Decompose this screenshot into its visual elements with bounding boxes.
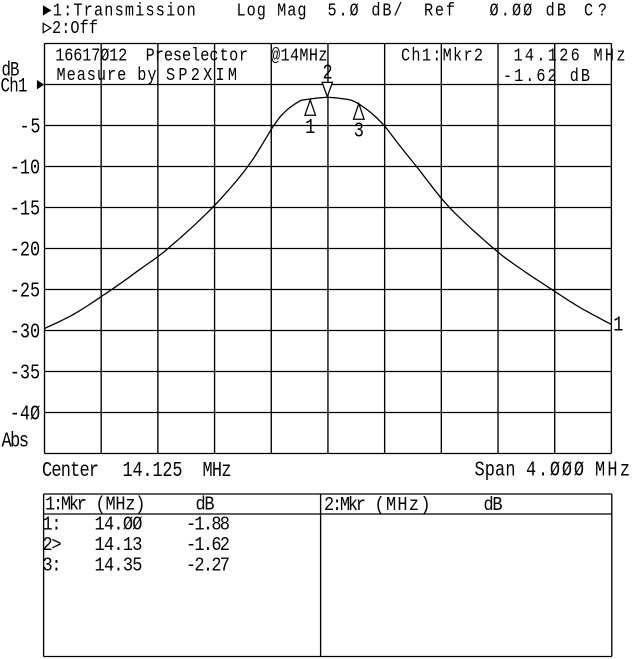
svg-text:2>: 2> <box>42 535 61 556</box>
svg-text:16617Ø12: 16617Ø12 <box>55 47 127 68</box>
svg-text:-5: -5 <box>20 115 41 140</box>
svg-text:2:Off: 2:Off <box>52 19 98 40</box>
svg-text:2:Mkr: 2:Mkr <box>324 495 366 516</box>
svg-text:dB: dB <box>1 60 19 82</box>
svg-text:2: 2 <box>323 61 333 86</box>
svg-text:5.Ø dB/: 5.Ø dB/ <box>327 1 402 22</box>
svg-text:MHz: MHz <box>595 458 630 483</box>
svg-text:dB: dB <box>195 495 214 516</box>
svg-text:Ø.ØØ dB: Ø.ØØ dB <box>490 1 566 22</box>
svg-text:(MHz): (MHz) <box>95 495 145 516</box>
svg-text:Log Mag: Log Mag <box>237 1 307 22</box>
svg-text:(MHz): (MHz) <box>375 495 431 516</box>
svg-text:-10: -10 <box>10 156 40 181</box>
svg-text:1: 1 <box>613 313 623 338</box>
svg-text:14.13: 14.13 <box>94 535 142 556</box>
svg-text:3:: 3: <box>42 555 61 576</box>
svg-text:Ch1:Mkr2: Ch1:Mkr2 <box>401 46 483 67</box>
svg-text:-1.62: -1.62 <box>186 535 230 556</box>
svg-text:dB: dB <box>484 495 503 516</box>
svg-text:@14MHz: @14MHz <box>271 47 327 68</box>
svg-text:-35: -35 <box>10 361 40 386</box>
svg-text:Measure by: Measure by <box>56 66 156 87</box>
svg-text:1:: 1: <box>42 515 61 536</box>
svg-text:Ch1: Ch1 <box>0 76 27 98</box>
svg-text:Abs: Abs <box>1 428 29 453</box>
svg-text:14.35: 14.35 <box>94 555 142 576</box>
svg-text:Ref: Ref <box>424 1 455 22</box>
svg-text:Preselec: Preselec <box>146 47 219 68</box>
svg-text:-20: -20 <box>10 238 40 263</box>
svg-text:1: 1 <box>305 115 315 140</box>
svg-text:14.125: 14.125 <box>122 458 182 483</box>
svg-text:4.ØØØ: 4.ØØØ <box>526 458 584 483</box>
svg-text:-30: -30 <box>10 320 40 345</box>
svg-text:-25: -25 <box>10 279 40 304</box>
svg-text:-4Ø: -4Ø <box>10 402 41 427</box>
svg-text:-2.27: -2.27 <box>186 555 230 576</box>
svg-text:MHz: MHz <box>203 458 232 483</box>
svg-text:3: 3 <box>354 119 364 144</box>
svg-text:1:Mkr: 1:Mkr <box>45 495 87 516</box>
svg-text:-15: -15 <box>10 197 40 222</box>
svg-text:Span: Span <box>474 458 515 483</box>
svg-text:-1.88: -1.88 <box>186 515 230 536</box>
svg-text:tor: tor <box>220 47 249 68</box>
svg-text:14.ØØ: 14.ØØ <box>94 515 142 536</box>
svg-text:Center: Center <box>42 458 99 483</box>
svg-text:1:Transmission: 1:Transmission <box>53 1 196 22</box>
